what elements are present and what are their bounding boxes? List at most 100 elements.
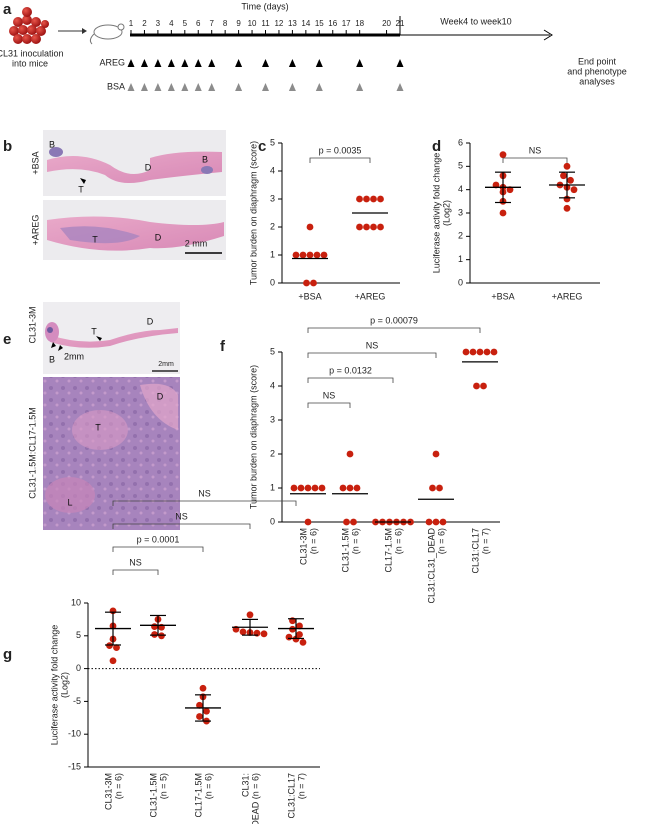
day-label: 21 xyxy=(396,19,405,28)
data-point xyxy=(560,172,567,180)
comparison-label: NS xyxy=(366,340,379,350)
y-tick-label: 0 xyxy=(270,277,275,287)
day-label: 14 xyxy=(301,19,310,28)
data-point xyxy=(109,657,117,665)
histology-e xyxy=(43,302,180,530)
day-label: 13 xyxy=(288,19,297,28)
start-label: into mice xyxy=(12,58,48,68)
x-tick-label: CL31-1.5M xyxy=(148,773,158,818)
injection-arrow xyxy=(167,83,175,91)
day-label: 4 xyxy=(169,19,174,28)
panel-label: f xyxy=(220,338,226,355)
histology-b xyxy=(43,130,226,260)
injection-arrow xyxy=(208,83,216,91)
y-tick-label: 1 xyxy=(458,254,463,264)
x-tick-label: +BSA xyxy=(491,291,514,301)
error-bar xyxy=(242,618,258,636)
annotation: D xyxy=(147,316,154,326)
error-bar xyxy=(288,618,304,640)
comparison-bracket xyxy=(112,546,204,552)
data-point xyxy=(299,251,307,259)
data-point xyxy=(346,484,354,492)
x-tick-n-label: (n = 6) xyxy=(113,773,123,799)
later-label: Week4 to week10 xyxy=(440,16,511,26)
y-tick-label: 5 xyxy=(270,137,275,147)
row-label: +AREG xyxy=(30,215,40,246)
annotation: T xyxy=(95,422,101,432)
data-point xyxy=(297,484,305,492)
data-point xyxy=(303,279,310,287)
y-axis-title: Tumor burden on diaphragm (score) xyxy=(248,365,258,509)
x-tick-label: +AREG xyxy=(552,291,583,301)
group-label: BSA xyxy=(107,81,125,91)
row-label: CL31-3M xyxy=(27,306,37,343)
data-point xyxy=(563,204,571,212)
data-point xyxy=(432,518,440,526)
data-point xyxy=(567,176,574,184)
data-point xyxy=(196,713,203,720)
data-point xyxy=(356,223,363,231)
x-tick-n-label: (n = 7) xyxy=(296,773,306,799)
data-point xyxy=(356,195,363,203)
end-label: analyses xyxy=(579,76,615,86)
timeline-arrowhead xyxy=(543,29,553,41)
data-point xyxy=(483,348,491,356)
data-point xyxy=(310,279,317,287)
y-tick-label: 3 xyxy=(458,207,463,217)
injection-arrow xyxy=(194,59,202,67)
comparison-bracket xyxy=(112,500,297,506)
x-tick-n-label: (n = 6) xyxy=(350,528,360,554)
data-point xyxy=(306,223,314,231)
x-tick-label: CL31:CL17 xyxy=(470,528,480,574)
data-point xyxy=(196,701,203,709)
day-label: 12 xyxy=(274,19,283,28)
data-point xyxy=(304,518,312,526)
data-point xyxy=(296,631,303,638)
comparison-label: p = 0.0132 xyxy=(329,365,372,375)
data-point xyxy=(290,484,298,492)
injection-arrow xyxy=(140,59,148,67)
data-point xyxy=(292,635,300,643)
data-point xyxy=(353,484,361,492)
comparison-bracket xyxy=(112,569,159,575)
y-tick-label: 0 xyxy=(270,516,275,526)
end-label: End point xyxy=(578,56,617,66)
day-label: 5 xyxy=(183,19,188,28)
y-tick-label: 6 xyxy=(458,137,463,147)
data-point xyxy=(151,631,158,638)
data-point xyxy=(339,484,347,492)
y-tick-label: 0 xyxy=(76,663,81,673)
y-axis-title: Tumor burden on diaphragm (score) xyxy=(248,141,258,285)
data-point xyxy=(499,151,507,159)
x-tick-label: +BSA xyxy=(298,291,321,301)
day-label: 18 xyxy=(355,19,364,28)
y-tick-label: 2 xyxy=(458,231,463,241)
x-tick-label: CL31: xyxy=(240,773,250,797)
data-point xyxy=(306,251,314,259)
data-point xyxy=(436,484,443,492)
y-tick-label: 3 xyxy=(270,414,275,424)
x-tick-label: CL31-3M xyxy=(298,528,308,565)
data-point xyxy=(346,450,354,458)
end-label: and phenotype xyxy=(567,66,627,76)
data-point xyxy=(490,348,498,356)
comparison-label: p = 0.0001 xyxy=(137,534,180,544)
comparison-bracket xyxy=(502,157,568,163)
y-tick-label: -5 xyxy=(73,696,81,706)
injection-arrow xyxy=(288,83,296,91)
error-bar xyxy=(105,611,121,646)
data-point xyxy=(311,484,319,492)
injection-arrow xyxy=(315,59,323,67)
injection-arrow xyxy=(154,83,162,91)
axis-title: Time (days) xyxy=(241,1,288,11)
day-label: 10 xyxy=(248,19,257,28)
y-tick-label: 2 xyxy=(270,221,275,231)
row-label: +BSA xyxy=(30,151,40,174)
data-point xyxy=(363,223,370,231)
data-point xyxy=(370,223,377,231)
annotation: 2mm xyxy=(64,351,84,361)
y-axis-title: Luciferase activity fold change xyxy=(431,153,441,274)
panel-label: e xyxy=(3,331,11,348)
panel-label: g xyxy=(3,646,12,663)
